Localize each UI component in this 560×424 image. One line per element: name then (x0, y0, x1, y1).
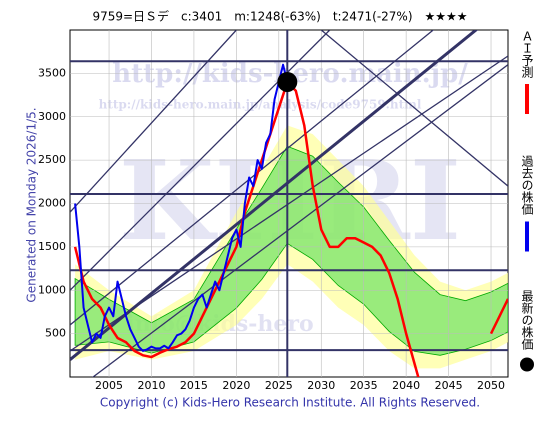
y-tick-label: 2000 (38, 197, 66, 210)
x-tick-label: 2010 (137, 379, 165, 392)
x-tick-label: 2015 (180, 379, 208, 392)
y-tick-label: 500 (45, 327, 66, 340)
y-tick-label: 3500 (38, 66, 66, 79)
x-tick-label: 2040 (392, 379, 420, 392)
generated-note: Generated on Monday 2026/1/5. (25, 107, 39, 302)
trend-line (70, 30, 237, 213)
trend-line (320, 30, 508, 187)
legend-swatch (520, 357, 534, 372)
trend-line (70, 55, 508, 352)
trend-line (91, 64, 508, 377)
x-tick-label: 2050 (477, 379, 505, 392)
x-tick-label: 2035 (350, 379, 378, 392)
y-tick-label: 2500 (38, 153, 66, 166)
copyright: Copyright (c) Kids-Hero Research Institu… (100, 396, 480, 410)
x-tick-label: 2030 (307, 379, 335, 392)
y-tick-label: 1000 (38, 283, 66, 296)
trend-line (70, 30, 435, 326)
watermark: http://kids-hero.main.jp/analysis/code97… (99, 98, 422, 112)
y-tick-label: 3000 (38, 110, 66, 123)
plot: http://kids-hero.main.jp/http://kids-her… (70, 30, 508, 377)
legend-label: ＡＩ予測 (520, 30, 534, 79)
y-tick-label: 1500 (38, 240, 66, 253)
latest-point (277, 71, 298, 92)
x-tick-label: 2005 (95, 379, 123, 392)
chart-title: 9759=日Ｓデ c:3401 m:1248(-63%) t:2471(-27%… (92, 9, 467, 24)
series-line (73, 80, 508, 377)
x-tick-label: 2045 (435, 379, 463, 392)
legend-label: 最新の株価 (520, 290, 534, 350)
x-tick-label: 2025 (265, 379, 293, 392)
x-tick-label: 2020 (222, 379, 250, 392)
trend-line (70, 30, 479, 361)
legend-label: 過去の株価 (520, 155, 534, 215)
series-line (74, 63, 289, 352)
